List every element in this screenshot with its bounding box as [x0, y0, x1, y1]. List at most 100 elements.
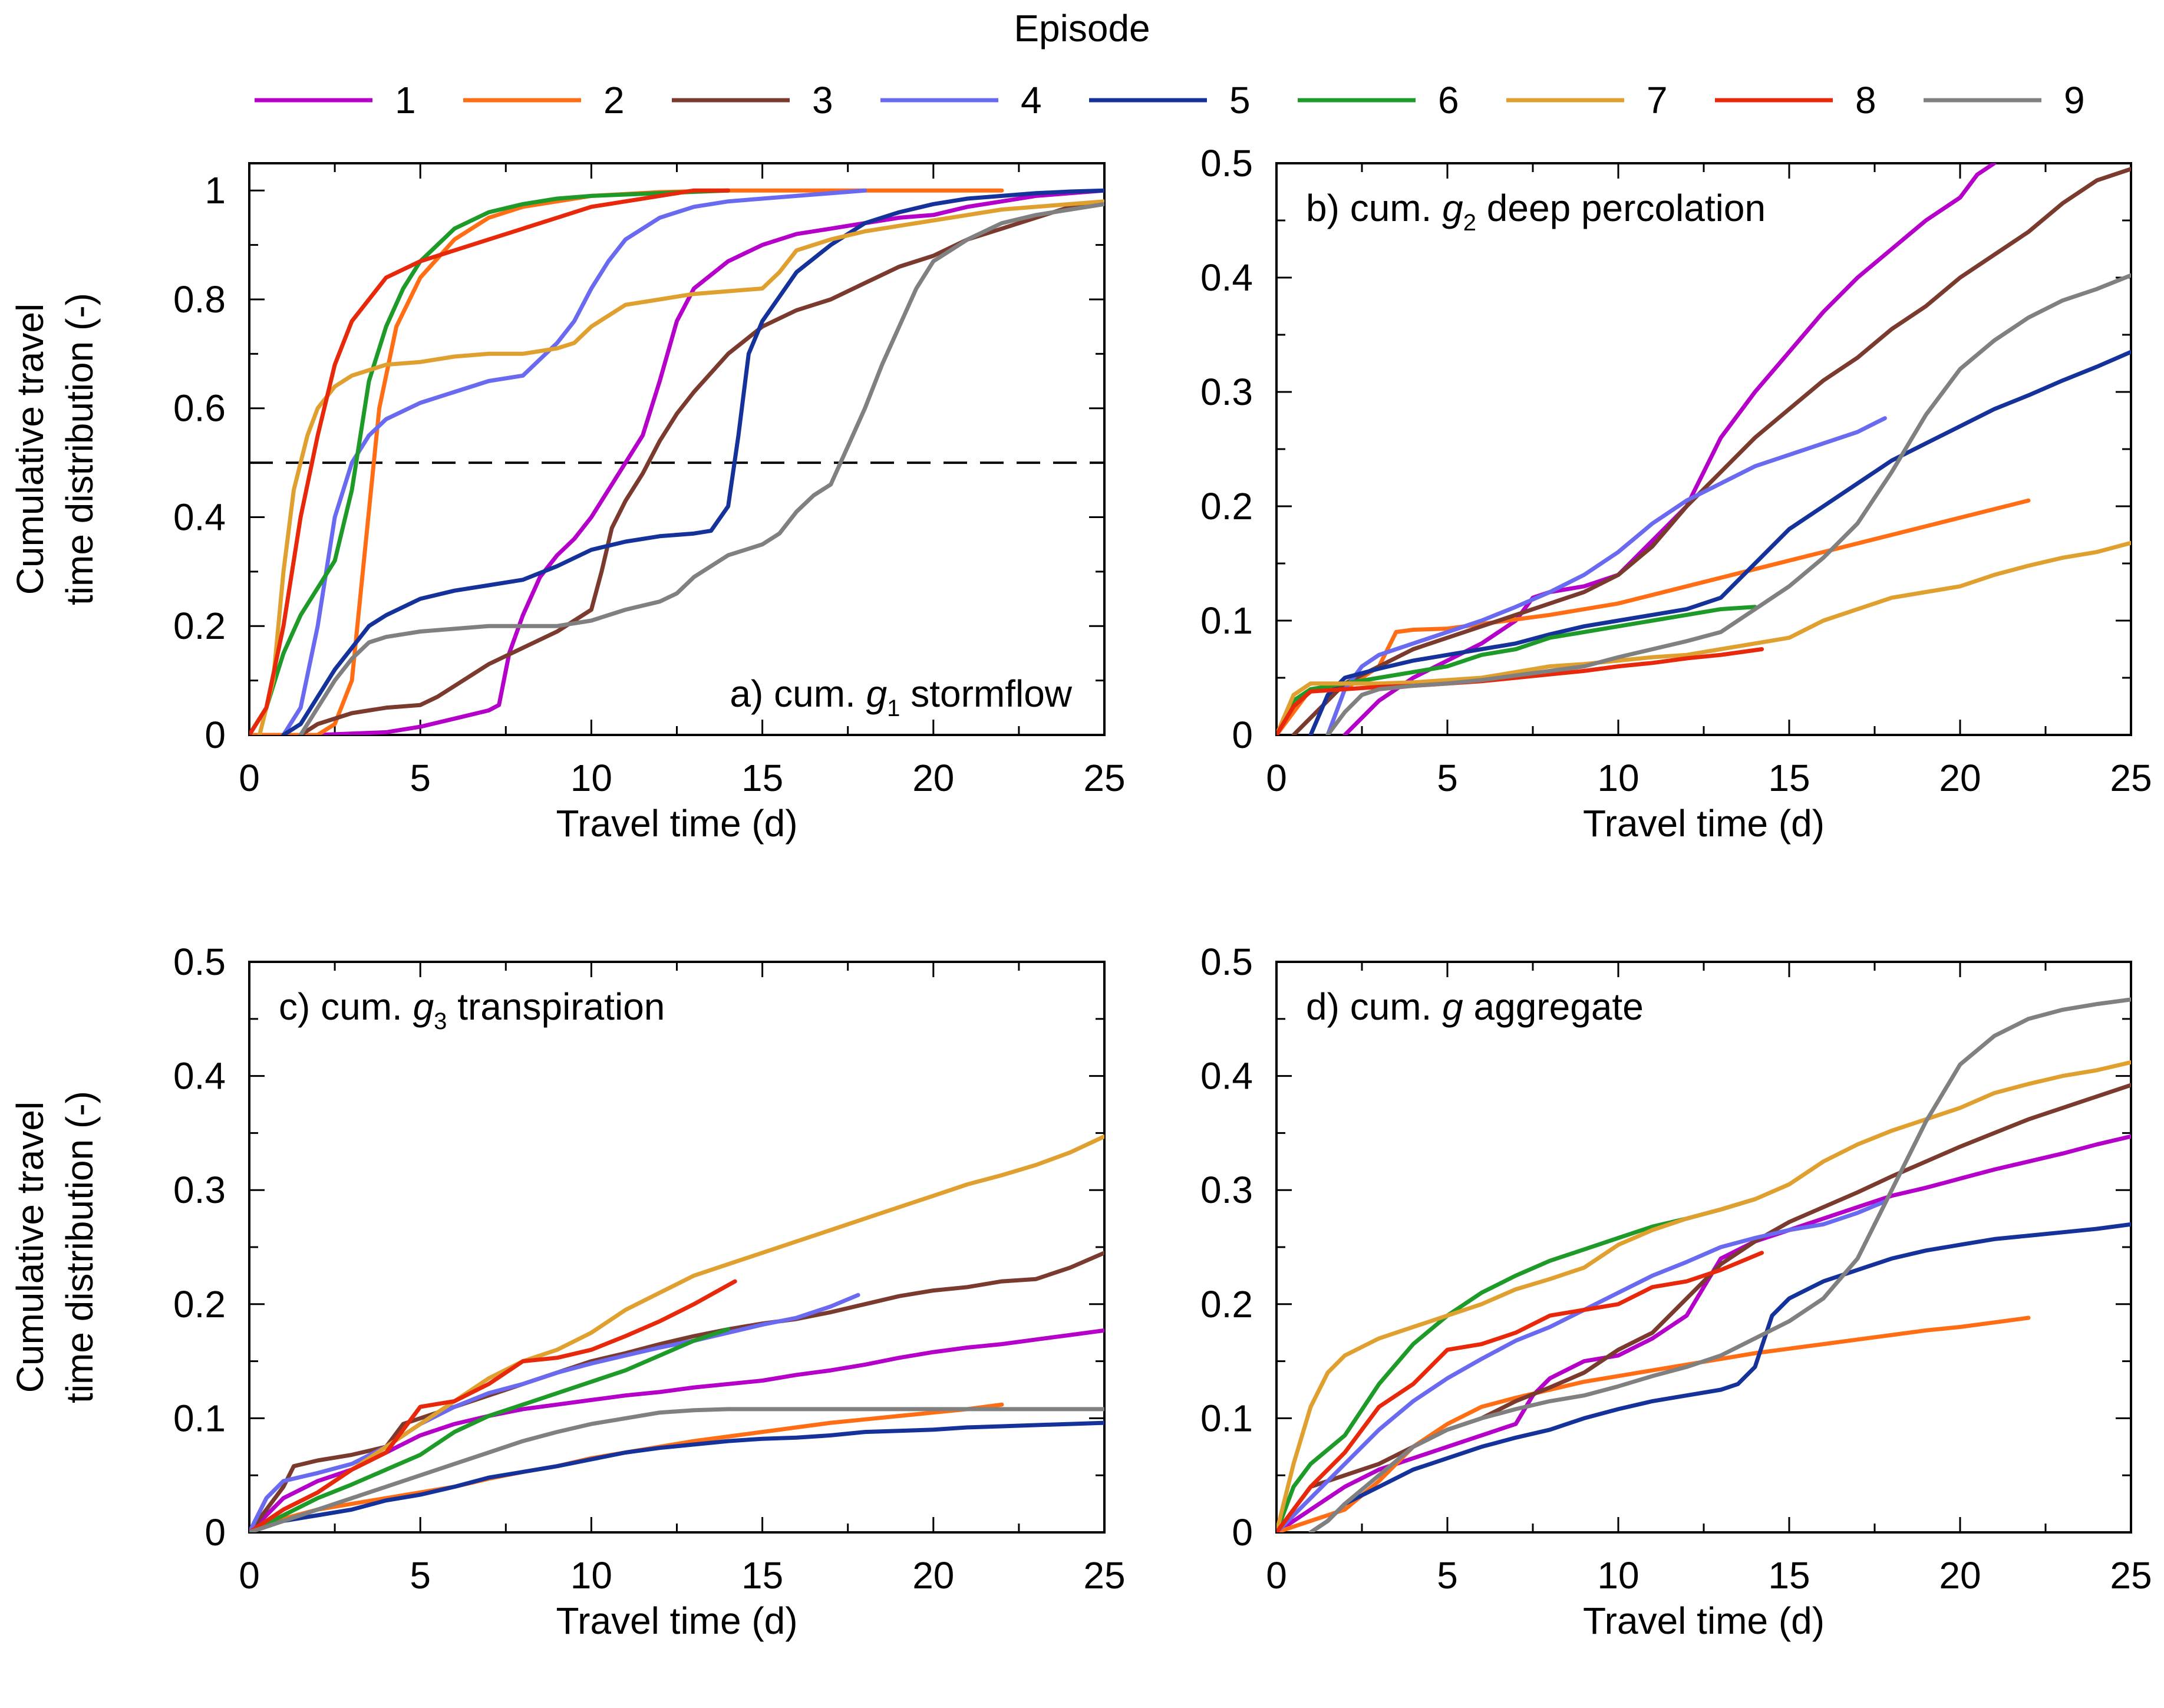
panel-d: 0 5 10 15 20 25 0 0.1 0.2 0.3 0.4 0.5 Travel time (d…: [1200, 941, 2152, 1642]
y-tick-label: 0: [1232, 1511, 1253, 1554]
series-line-episode-9: [249, 1407, 1104, 1532]
x-axis-label: Travel time (d): [556, 802, 797, 845]
series-line-episode-6: [249, 1327, 731, 1532]
series-line-episode-8: [1276, 647, 1764, 735]
x-axis-label: Travel time (d): [1583, 1600, 1825, 1642]
series-line-episode-2: [249, 1402, 1004, 1532]
legend-label-6: 6: [1438, 79, 1459, 121]
panel-label: d) cum. g aggregate: [1306, 985, 1644, 1028]
series-line-episode-8: [1276, 1251, 1764, 1532]
y-tick-label: 0: [1232, 714, 1253, 756]
x-tick-label: 25: [1083, 1554, 1125, 1597]
legend-entry-2: 2: [463, 79, 625, 121]
legend-entry-5: 5: [1089, 79, 1251, 121]
y-axis-label-line-2: time distribution (-): [58, 1091, 101, 1403]
y-tick-label: 0.1: [1200, 599, 1253, 642]
panel-label-var: g: [1442, 187, 1463, 229]
series-line-episode-4: [1325, 416, 1887, 735]
series-line-episode-7: [257, 199, 1104, 735]
legend-entry-1: 1: [255, 79, 416, 121]
panel-label-sub: 2: [1463, 210, 1476, 236]
x-tick-label: 20: [912, 757, 954, 799]
x-tick-label: 0: [1266, 757, 1287, 799]
panel-label-suffix: aggregate: [1463, 985, 1644, 1028]
series-line-episode-2: [1276, 1315, 2031, 1532]
legend-label-9: 9: [2064, 79, 2085, 121]
x-tick-label: 10: [1597, 757, 1639, 799]
panel-label-var: g: [866, 672, 888, 715]
panel-label-var: g: [1442, 985, 1463, 1028]
series-line-episode-9: [1308, 997, 2131, 1532]
y-axis-label-line-1: Cumulative travel: [9, 1102, 51, 1393]
legend-title: Episode: [1014, 7, 1150, 50]
panel-label-suffix: stormflow: [900, 672, 1072, 715]
x-tick-label: 0: [1266, 1554, 1287, 1597]
series-line-episode-6: [249, 188, 731, 735]
panel-label-var: g: [413, 985, 434, 1028]
y-tick-label: 0.2: [173, 1283, 226, 1325]
x-tick-label: 10: [1597, 1554, 1639, 1597]
y-tick-label: 0.5: [173, 941, 226, 983]
series-line-episode-6: [1276, 605, 1757, 735]
x-tick-label: 15: [1768, 1554, 1810, 1597]
x-axis-label: Travel time (d): [556, 1600, 797, 1642]
panel-label: a) cum. g1 stormflow: [730, 672, 1072, 721]
y-tick-label: 0.2: [1200, 1283, 1253, 1325]
series-group: [1276, 163, 2131, 735]
series-line-episode-3: [1291, 167, 2131, 735]
series-group: [1276, 997, 2131, 1532]
panel-label-prefix: b) cum.: [1306, 187, 1442, 229]
x-tick-label: 0: [239, 1554, 260, 1597]
series-line-episode-7: [1276, 1060, 2131, 1532]
series-line-episode-9: [1325, 273, 2131, 735]
y-axis-label-line-1: Cumulative travel: [9, 304, 51, 595]
legend-label-5: 5: [1229, 79, 1251, 121]
y-tick-label: 0.5: [1200, 142, 1253, 184]
y-tick-label: 0.8: [173, 278, 226, 321]
panel-label: c) cum. g3 transpiration: [279, 985, 665, 1034]
y-tick-label: 0.4: [1200, 1055, 1253, 1097]
series-line-episode-8: [249, 1279, 737, 1532]
panel-label-suffix: deep percolation: [1476, 187, 1766, 229]
x-tick-label: 25: [1083, 757, 1125, 799]
x-axis-label: Travel time (d): [1583, 802, 1825, 845]
plot-frame: [248, 162, 1106, 736]
legend-label-7: 7: [1647, 79, 1668, 121]
panel-label-prefix: c) cum.: [279, 985, 413, 1028]
series-line-episode-5: [1308, 349, 2131, 735]
x-tick-label: 0: [239, 757, 260, 799]
series-line-episode-3: [1276, 1083, 2131, 1532]
legend-entry-4: 4: [880, 79, 1042, 121]
y-tick-label: 0: [204, 714, 226, 756]
legend-label-2: 2: [603, 79, 625, 121]
series-line-episode-5: [281, 188, 1104, 735]
series-line-episode-3: [249, 1251, 1104, 1532]
x-tick-label: 20: [912, 1554, 954, 1597]
panel-label-sub: 1: [887, 695, 900, 721]
series-line-episode-1: [249, 1328, 1104, 1532]
x-tick-label: 5: [410, 1554, 431, 1597]
x-tick-label: 20: [1939, 1554, 1981, 1597]
y-axis-label-line-2: time distribution (-): [58, 293, 101, 605]
series-line-episode-2: [1276, 498, 2031, 735]
y-tick-label: 0.5: [1200, 941, 1253, 983]
series-line-episode-5: [249, 1420, 1104, 1532]
series-line-episode-1: [1342, 163, 1997, 735]
series-line-episode-3: [298, 199, 1104, 735]
panel-label-prefix: a) cum.: [730, 672, 866, 715]
legend-label-1: 1: [395, 79, 416, 121]
panel-c: 0 5 10 15 20 25 0 0.1 0.2 0.3 0.4 0.5 Travel time (d…: [9, 941, 1126, 1642]
legend-label-8: 8: [1855, 79, 1876, 121]
y-tick-label: 0.1: [1200, 1397, 1253, 1439]
x-tick-label: 5: [410, 757, 431, 799]
legend-label-4: 4: [1021, 79, 1042, 121]
y-tick-label: 0.1: [173, 1397, 226, 1439]
series-group: [249, 1134, 1104, 1532]
legend-label-3: 3: [812, 79, 833, 121]
series-line-episode-5: [1308, 1222, 2131, 1532]
legend-entry-9: 9: [1924, 79, 2085, 121]
y-tick-label: 0.6: [173, 387, 226, 430]
x-tick-label: 15: [741, 757, 783, 799]
y-tick-label: 0.2: [1200, 485, 1253, 527]
